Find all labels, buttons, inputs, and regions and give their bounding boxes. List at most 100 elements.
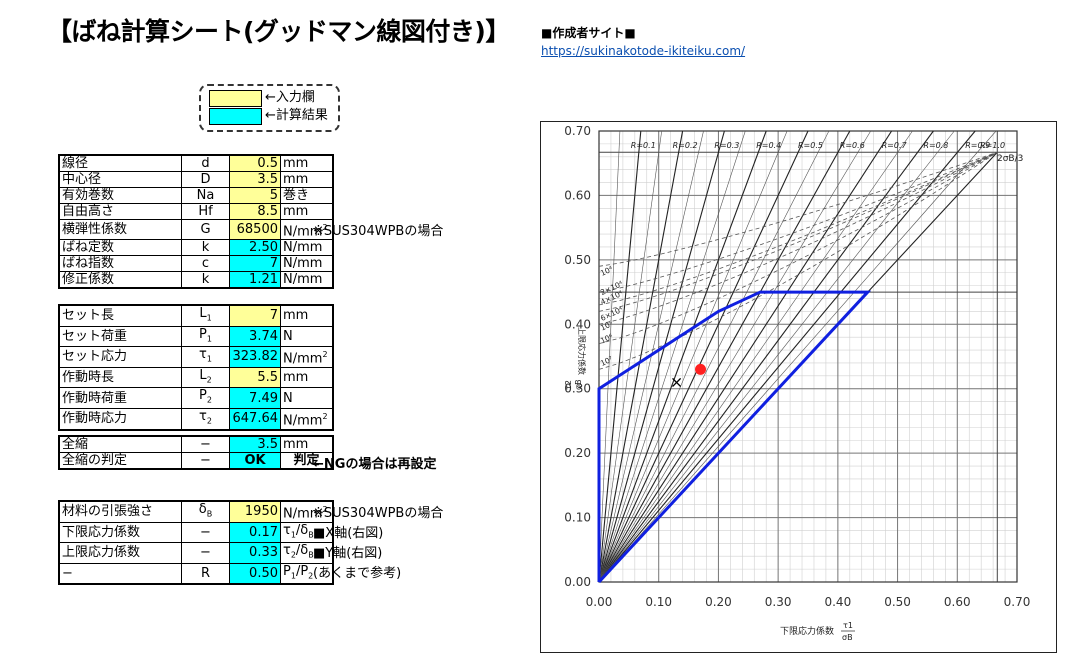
unit-main: N/mm bbox=[283, 272, 323, 288]
r-label: R=0.2 bbox=[673, 141, 698, 150]
row-value-input[interactable]: 8.5 bbox=[229, 203, 281, 220]
x-tick-label: 0.40 bbox=[824, 595, 851, 609]
x-tick-label: 0.30 bbox=[765, 595, 792, 609]
row-unit: mm bbox=[280, 203, 334, 220]
row-symbol: L1 bbox=[181, 304, 230, 327]
table-row: セット荷重 P1 3.74 N bbox=[58, 325, 334, 348]
author-site-link[interactable]: https://sukinakotode-ikiteiku.com/ bbox=[541, 44, 746, 58]
life-curve bbox=[598, 151, 998, 267]
table-row: 修正係数 k 1.21 N/mm bbox=[58, 271, 334, 289]
row-label: 作動時長 bbox=[58, 366, 182, 389]
unit-sup: 2 bbox=[322, 505, 328, 515]
symbol-sub: 2 bbox=[206, 375, 212, 385]
symbol-sub: 1 bbox=[206, 313, 212, 323]
row-label: 全縮の判定 bbox=[58, 452, 182, 470]
r-line-minor bbox=[598, 130, 955, 583]
life-curve bbox=[598, 151, 998, 345]
x-tick-label: 0.70 bbox=[1004, 595, 1031, 609]
legend-result-label: ←計算結果 bbox=[265, 108, 328, 123]
y-tick-label: 0.40 bbox=[564, 317, 591, 331]
row-label: 材料の引張強さ bbox=[58, 500, 182, 523]
unit-main: N/mm bbox=[283, 413, 323, 429]
table-row: 作動時応力 τ2 647.64 N/mm2 bbox=[58, 407, 334, 431]
row-label: 自由高さ bbox=[58, 203, 182, 220]
row-unit: N/mm2 bbox=[280, 500, 334, 523]
y-tick-label: 0.70 bbox=[564, 124, 591, 138]
row-symbol: − bbox=[181, 521, 230, 544]
r-line bbox=[598, 130, 809, 583]
symbol-main: P bbox=[199, 326, 207, 342]
row-value-input[interactable]: 7 bbox=[229, 304, 281, 327]
unit-main: 巻き bbox=[283, 188, 310, 203]
table-row: セット応力 τ1 323.82 N/mm2 bbox=[58, 346, 334, 368]
life-curve bbox=[598, 151, 998, 293]
x-tick-label: 0.60 bbox=[944, 595, 971, 609]
row-label: セット長 bbox=[58, 304, 182, 327]
row-symbol: L2 bbox=[181, 366, 230, 389]
y-axis-frac-num: τ2 bbox=[564, 380, 573, 390]
unit-main: N/mm bbox=[283, 256, 323, 272]
row-symbol: c bbox=[181, 255, 230, 273]
symbol-main: D bbox=[200, 172, 211, 187]
row-value-input[interactable]: 1950 bbox=[229, 500, 281, 523]
x-tick-label: 0.50 bbox=[884, 595, 911, 609]
row-symbol: Hf bbox=[181, 203, 230, 220]
row-label: 作動時荷重 bbox=[58, 387, 182, 409]
table-row: − R 0.50 P1/P2 bbox=[58, 562, 334, 585]
row-value-input[interactable]: 5.5 bbox=[229, 366, 281, 389]
table-row: ばね定数 k 2.50 N/mm bbox=[58, 239, 334, 257]
row-unit: N bbox=[280, 387, 334, 409]
unit-tail-sub: B bbox=[308, 550, 314, 560]
unit-tail-sub: 2 bbox=[308, 571, 314, 581]
chart-background bbox=[541, 122, 1056, 652]
y-tick-label: 0.10 bbox=[564, 511, 591, 525]
table-row: 全縮 − 3.5 mm bbox=[58, 435, 334, 453]
legend-result-row: ←計算結果 bbox=[209, 108, 349, 125]
row-symbol: k bbox=[181, 239, 230, 257]
symbol-main: d bbox=[201, 156, 210, 171]
symbol-sub: 2 bbox=[206, 395, 212, 405]
unit-main: mm bbox=[283, 172, 309, 187]
legend-input-swatch bbox=[209, 90, 262, 107]
table-row: 作動時長 L2 5.5 mm bbox=[58, 366, 334, 389]
row-label: − bbox=[58, 562, 182, 585]
author-site-label: ■作成者サイト■ bbox=[541, 26, 636, 40]
r-label: R=1.0 bbox=[980, 141, 1005, 150]
row-value-result: 0.50 bbox=[229, 562, 281, 585]
table-row: 横弾性係数 G 68500 N/mm2 bbox=[58, 218, 334, 241]
row-value-input[interactable]: 5 bbox=[229, 187, 281, 204]
row-symbol: G bbox=[181, 218, 230, 241]
symbol-main: R bbox=[200, 566, 211, 582]
symbol-main: k bbox=[201, 240, 210, 256]
r-label: R=0.3 bbox=[714, 141, 739, 150]
r-line bbox=[598, 130, 725, 583]
table-row: ばね指数 c 7 N/mm bbox=[58, 255, 334, 273]
page-title: 【ばね計算シート(グッドマン線図付き)】 bbox=[47, 17, 510, 46]
row-label: 有効巻数 bbox=[58, 187, 182, 204]
table-row: セット長 L1 7 mm bbox=[58, 304, 334, 327]
row-unit: 判定 bbox=[280, 452, 334, 470]
row-symbol: − bbox=[181, 542, 230, 564]
row-value-input[interactable]: 3.5 bbox=[229, 171, 281, 188]
row-value-result: 3.74 bbox=[229, 325, 281, 348]
r-line bbox=[598, 130, 893, 583]
unit-main: N/mm bbox=[283, 506, 323, 522]
x-tick-label: 0.10 bbox=[645, 595, 672, 609]
row-symbol: δB bbox=[181, 500, 230, 523]
x-axis-label: 下限応力係数 bbox=[780, 625, 834, 637]
row-unit: N/mm bbox=[280, 255, 334, 273]
row-symbol: − bbox=[181, 435, 230, 453]
row-label: 横弾性係数 bbox=[58, 218, 182, 241]
symbol-sub: B bbox=[206, 509, 213, 519]
row-value-input[interactable]: 0.5 bbox=[229, 154, 281, 172]
unit-sub: 1 bbox=[290, 571, 296, 581]
operating-point bbox=[695, 363, 707, 375]
row-value-input[interactable]: 68500 bbox=[229, 218, 281, 241]
symbol-main: τ bbox=[199, 347, 207, 363]
symbol-main: L bbox=[199, 306, 207, 321]
row-label: 上限応力係数 bbox=[58, 542, 182, 564]
row-label: 作動時応力 bbox=[58, 407, 182, 431]
symbol-main: − bbox=[200, 524, 211, 540]
side-note: (あくまで参考) bbox=[313, 566, 402, 581]
r-line bbox=[598, 130, 976, 583]
